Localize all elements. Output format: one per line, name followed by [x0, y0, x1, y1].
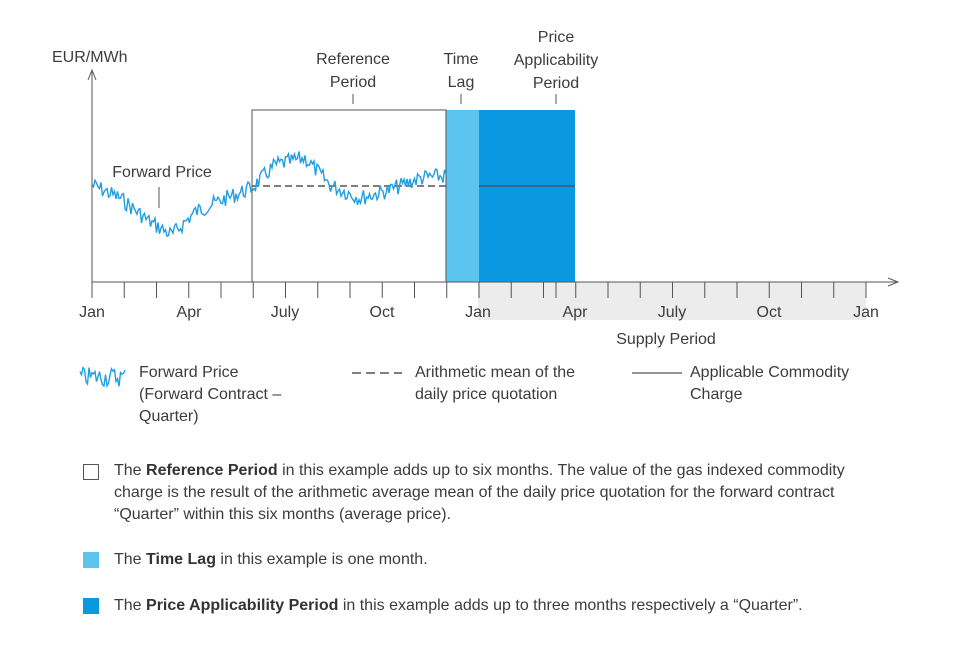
- legend-mean: Arithmetic mean of the daily price quota…: [415, 362, 575, 406]
- month-ticks: [91, 282, 867, 298]
- reference-period-annotation: Reference: [316, 51, 390, 68]
- legend-forward-price: Forward Price (Forward Contract – Quarte…: [139, 362, 281, 428]
- note-time-lag: The Time Lag in this example is one mont…: [114, 549, 894, 571]
- price-applicability-annotation: Applicability: [514, 52, 598, 69]
- note-term: Reference Period: [146, 462, 278, 479]
- time-lag-block: [446, 110, 479, 282]
- x-tick-label: Oct: [370, 304, 395, 321]
- reference-period-swatch: [83, 464, 99, 480]
- x-tick-label: Apr: [177, 304, 203, 321]
- note-price-applicability: The Price Applicability Period in this e…: [114, 595, 894, 617]
- y-axis-arrow: [87, 68, 97, 81]
- note-text: in this example adds up to six months. T…: [114, 462, 845, 523]
- legend-line: daily price quotation: [415, 386, 558, 403]
- x-tick-label: Jan: [79, 304, 105, 321]
- reference-period-annotation: Period: [330, 74, 376, 91]
- legend-line: Forward Price: [139, 364, 239, 381]
- time-lag-swatch: [83, 552, 99, 568]
- price-applicability-annotation: Period: [533, 75, 579, 92]
- price-applicability-annotation: Price: [538, 29, 575, 46]
- legend-line: Applicable Commodity: [690, 364, 850, 381]
- x-tick-label: Oct: [757, 304, 782, 321]
- note-reference-period: The Reference Period in this example add…: [114, 460, 894, 526]
- indexation-diagram: EUR/MWh Jan Apr July Oct Jan Apr July Oc…: [52, 29, 900, 389]
- legend-line: Quarter): [139, 408, 199, 425]
- legend-charge: Applicable Commodity Charge: [690, 362, 849, 406]
- legend-line: Arithmetic mean of the: [415, 364, 576, 381]
- x-tick-label: Jan: [853, 304, 879, 321]
- x-tick-label: July: [271, 304, 299, 321]
- forward-price-annotation: Forward Price: [112, 164, 212, 181]
- reference-period-box: [251, 109, 447, 283]
- forward-price-legend-icon: [79, 365, 126, 389]
- time-lag-annotation: Time: [444, 51, 479, 68]
- note-prefix: The: [114, 462, 147, 479]
- note-term: Price Applicability Period: [146, 597, 339, 614]
- note-text: in this example is one month.: [215, 551, 428, 568]
- forward-price-line: [91, 151, 447, 238]
- price-applicability-swatch: [83, 598, 99, 614]
- x-tick-label: Apr: [563, 304, 589, 321]
- x-axis-arrow: [887, 277, 900, 287]
- note-term: Time Lag: [146, 551, 216, 568]
- note-prefix: The: [114, 597, 147, 614]
- time-lag-annotation: Lag: [448, 74, 475, 91]
- note-text: in this example adds up to three months …: [338, 597, 803, 614]
- supply-period-label: Supply Period: [616, 331, 716, 348]
- x-tick-label: Jan: [465, 304, 491, 321]
- legend-line: (Forward Contract –: [139, 386, 282, 403]
- note-prefix: The: [114, 551, 147, 568]
- legend-line: Charge: [690, 386, 743, 403]
- x-tick-label: July: [658, 304, 686, 321]
- y-axis-label: EUR/MWh: [52, 49, 128, 66]
- price-applicability-block: [479, 110, 575, 282]
